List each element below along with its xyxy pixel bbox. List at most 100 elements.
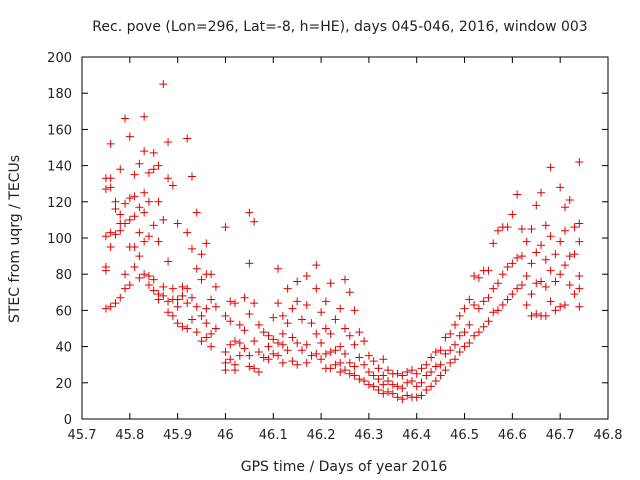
data-point: [546, 163, 555, 172]
data-point: [374, 375, 383, 384]
data-point: [144, 197, 153, 206]
data-point: [360, 376, 369, 385]
data-point: [484, 317, 493, 326]
x-tick-label: 46.4: [402, 428, 431, 443]
data-point: [350, 340, 359, 349]
data-point: [101, 304, 110, 313]
data-point: [465, 295, 474, 304]
data-point: [288, 304, 297, 313]
data-point: [541, 311, 550, 320]
data-point: [293, 297, 302, 306]
y-tick-label: 120: [47, 196, 72, 211]
data-point: [231, 366, 240, 375]
data-point: [264, 342, 273, 351]
data-point: [470, 300, 479, 309]
y-tick-label: 40: [55, 341, 72, 356]
data-point: [245, 259, 254, 268]
y-tick-label: 140: [47, 160, 72, 175]
data-point: [302, 272, 311, 281]
data-point: [460, 328, 469, 337]
data-point: [121, 199, 130, 208]
data-point: [250, 299, 259, 308]
data-point: [240, 293, 249, 302]
x-tick-label: 45.7: [68, 428, 97, 443]
data-point: [450, 340, 459, 349]
data-point: [336, 304, 345, 313]
data-point: [398, 384, 407, 393]
data-point: [293, 338, 302, 347]
data-point: [575, 237, 584, 246]
data-point: [355, 353, 364, 362]
data-point: [341, 349, 349, 358]
data-point: [441, 333, 450, 342]
data-point: [164, 297, 173, 306]
data-point: [245, 351, 254, 360]
data-point: [240, 326, 249, 335]
data-point: [111, 230, 120, 239]
x-axis-label: GPS time / Days of year 2016: [241, 459, 448, 475]
data-point: [106, 174, 115, 183]
data-point: [202, 333, 211, 342]
data-point: [326, 329, 335, 338]
data-point: [259, 353, 268, 362]
data-point: [125, 215, 134, 224]
data-point: [379, 380, 388, 389]
data-point: [106, 139, 115, 148]
data-point: [130, 192, 139, 201]
data-point: [125, 281, 134, 290]
data-point: [527, 290, 536, 299]
data-point: [159, 80, 168, 89]
data-point: [302, 358, 311, 367]
plot-frame: [81, 56, 609, 420]
data-point: [369, 382, 378, 391]
data-point: [202, 319, 211, 328]
data-point: [560, 226, 569, 235]
data-point: [173, 319, 182, 328]
data-point: [422, 371, 431, 380]
data-point: [121, 114, 130, 123]
data-point: [474, 328, 483, 337]
data-point: [293, 360, 302, 369]
data-point: [455, 311, 464, 320]
data-point: [164, 138, 173, 147]
data-point: [336, 367, 345, 376]
data-point: [532, 310, 541, 319]
y-tick-label: 100: [47, 232, 72, 247]
data-point: [450, 320, 459, 329]
data-point: [331, 315, 340, 324]
data-point: [384, 376, 393, 385]
data-point: [187, 172, 196, 181]
data-point: [211, 302, 220, 311]
data-point: [336, 358, 345, 367]
data-point: [470, 272, 479, 281]
data-point: [460, 304, 469, 313]
data-point: [149, 286, 158, 295]
data-point: [235, 338, 244, 347]
data-point: [274, 299, 283, 308]
data-point: [350, 362, 359, 371]
data-point: [446, 346, 455, 355]
data-point: [197, 311, 206, 320]
data-point: [336, 342, 345, 351]
data-point: [154, 161, 163, 170]
data-point: [226, 340, 235, 349]
data-point: [537, 188, 546, 197]
data-point: [221, 223, 230, 232]
data-point: [350, 306, 359, 315]
data-point: [183, 299, 192, 308]
data-point: [427, 353, 436, 362]
data-point: [407, 366, 416, 375]
data-point: [149, 148, 158, 157]
data-point: [436, 371, 445, 380]
x-tick-label: 45.8: [115, 428, 144, 443]
data-point: [240, 344, 249, 353]
data-point: [254, 367, 263, 376]
data-point: [312, 261, 321, 270]
data-point: [369, 371, 378, 380]
data-point: [474, 304, 483, 313]
y-tick-label: 200: [47, 51, 72, 66]
data-point: [417, 378, 426, 387]
data-point: [164, 257, 173, 266]
data-point: [455, 348, 464, 357]
data-point: [407, 376, 416, 385]
